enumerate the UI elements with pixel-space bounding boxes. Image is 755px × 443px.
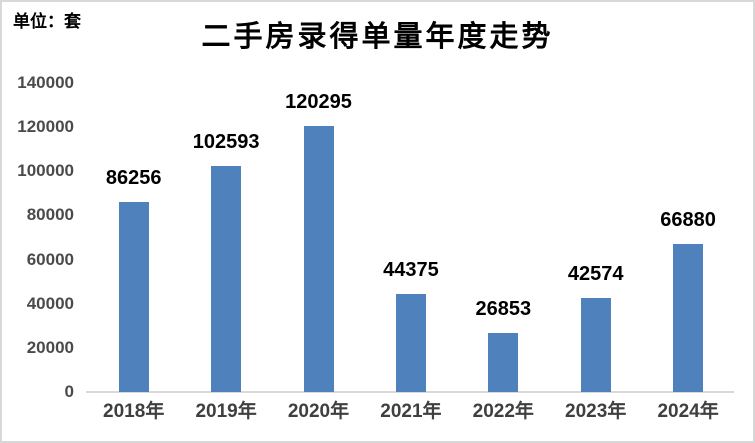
- bar-2022年: [488, 333, 519, 392]
- x-tick-label: 2024年: [657, 401, 719, 422]
- bar-value-label: 26853: [475, 298, 532, 320]
- unit-label: 单位：套: [13, 12, 81, 31]
- y-tick-label: 100000: [17, 161, 74, 181]
- bar-2018年: [118, 202, 149, 392]
- x-tick-label: 2018年: [103, 401, 165, 422]
- chart-title: 二手房录得单量年度走势: [201, 21, 554, 53]
- y-tick-label: 0: [64, 382, 74, 401]
- x-tick-label: 2022年: [472, 401, 534, 422]
- x-tick-label: 2019年: [195, 401, 257, 422]
- bar-2019年: [211, 166, 242, 392]
- bar-value-label: 44375: [383, 259, 439, 281]
- bar-value-label: 42574: [567, 263, 624, 285]
- y-tick-label: 140000: [17, 73, 74, 92]
- bar-value-label: 120295: [285, 91, 352, 113]
- bar-value-label: 86256: [105, 167, 162, 189]
- bar-value-label: 102593: [192, 131, 260, 153]
- bar-2023年: [580, 298, 611, 392]
- y-tick-label: 80000: [26, 205, 74, 225]
- x-tick-label: 2023年: [565, 401, 627, 422]
- x-axis-line: [86, 391, 734, 393]
- bar-2021年: [395, 294, 426, 392]
- x-tick-label: 2020年: [287, 401, 350, 422]
- bar-2020年: [303, 126, 334, 392]
- x-tick-label: 2021年: [380, 401, 442, 422]
- y-tick-label: 120000: [17, 117, 74, 137]
- y-tick-label: 20000: [26, 337, 74, 357]
- bar-2024年: [673, 244, 704, 392]
- bar-value-label: 66880: [660, 209, 716, 231]
- y-tick-label: 40000: [26, 293, 74, 313]
- y-tick-label: 60000: [26, 249, 74, 269]
